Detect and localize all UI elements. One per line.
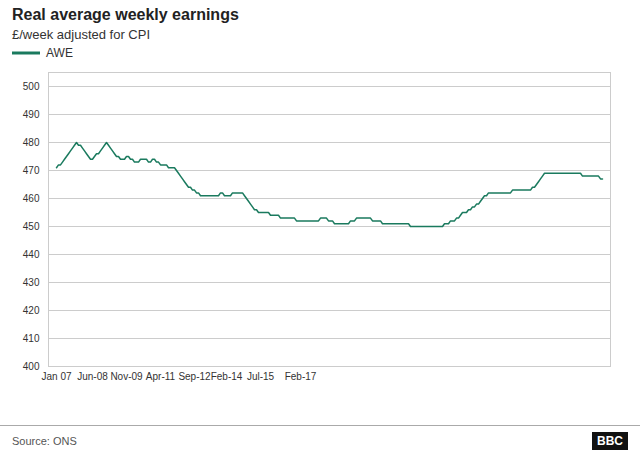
svg-text:450: 450 xyxy=(23,221,40,232)
html-text:£/week adjusted for CPI: £/week adjusted for CPI xyxy=(12,27,150,42)
svg-text:Feb-14: Feb-14 xyxy=(211,371,243,382)
svg-text:430: 430 xyxy=(23,277,40,288)
svg-text:Nov-09: Nov-09 xyxy=(110,371,143,382)
svg-text:460: 460 xyxy=(23,193,40,204)
html-text:Real average weekly earnings: Real average weekly earnings xyxy=(12,6,239,23)
svg-text:500: 500 xyxy=(23,81,40,92)
svg-text:Jan 07: Jan 07 xyxy=(41,371,71,382)
svg-text:420: 420 xyxy=(23,305,40,316)
svg-text:440: 440 xyxy=(23,249,40,260)
html-text:BBC: BBC xyxy=(597,433,623,448)
svg-text:Jul-15: Jul-15 xyxy=(247,371,275,382)
svg-text:470: 470 xyxy=(23,165,40,176)
svg-text:Feb-17: Feb-17 xyxy=(285,371,317,382)
html-text:Source: ONS: Source: ONS xyxy=(12,434,77,447)
svg-text:400: 400 xyxy=(23,361,40,372)
svg-text:Jun-08: Jun-08 xyxy=(77,371,108,382)
html-text:AWE: AWE xyxy=(46,46,73,60)
svg-text:490: 490 xyxy=(23,109,40,120)
svg-text:Apr-11: Apr-11 xyxy=(146,371,176,382)
svg-text:480: 480 xyxy=(23,137,40,148)
svg-text:410: 410 xyxy=(23,333,40,344)
svg-text:Sep-12: Sep-12 xyxy=(178,371,211,382)
